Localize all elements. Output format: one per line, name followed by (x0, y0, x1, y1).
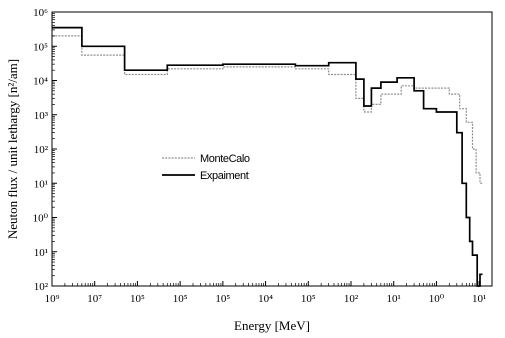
series-line-montecalo (52, 35, 483, 184)
y-tick-label: 10⁴ (33, 76, 48, 88)
legend: MonteCalo Expaiment (162, 153, 250, 182)
legend-label-montecalo: MonteCalo (200, 153, 250, 165)
x-tick-label: 10⁹ (45, 293, 60, 305)
x-tick-label: 10² (344, 293, 359, 305)
y-tick-label: 10⁰ (33, 213, 49, 225)
y-tick-label: 10² (34, 281, 49, 293)
x-tick-label: 10¹ (387, 293, 401, 305)
x-axis-ticks: 10⁹ 10⁷ 10⁵ 10⁵ 10⁵ 10⁴ 10⁵ 10² 10¹ 10⁰ 10¹ (45, 281, 493, 305)
y-axis-title: Neuton flux / unit lethargy [n²/am] (5, 59, 20, 239)
y-tick-label: 10¹ (34, 247, 48, 259)
x-tick-label: 10⁴ (258, 293, 273, 305)
plot-content (52, 26, 483, 287)
x-tick-label: 10⁵ (215, 293, 230, 305)
y-tick-label: 10³ (34, 110, 49, 122)
y-tick-label: 10⁵ (33, 41, 48, 53)
y-tick-label: 10¹ (34, 178, 48, 190)
x-tick-label: 10⁷ (87, 293, 102, 305)
legend-label-expaiment: Expaiment (200, 170, 249, 182)
x-tick-label: 10⁰ (429, 293, 445, 305)
x-tick-label: 10⁵ (301, 293, 316, 305)
y-tick-label: 10⁶ (33, 7, 48, 19)
x-tick-label: 10⁵ (130, 293, 145, 305)
x-tick-label: 10¹ (472, 293, 486, 305)
series-line-expaiment (52, 26, 483, 287)
y-tick-label: 10² (34, 144, 49, 156)
plot-frame (51, 11, 493, 287)
y-axis-ticks: 10⁶ 10⁵ 10⁴ 10³ 10² 10¹ 10⁰ 10¹ 10² (33, 7, 57, 293)
x-tick-label: 10⁵ (173, 293, 188, 305)
x-axis-title: Energy [MeV] (234, 318, 310, 333)
